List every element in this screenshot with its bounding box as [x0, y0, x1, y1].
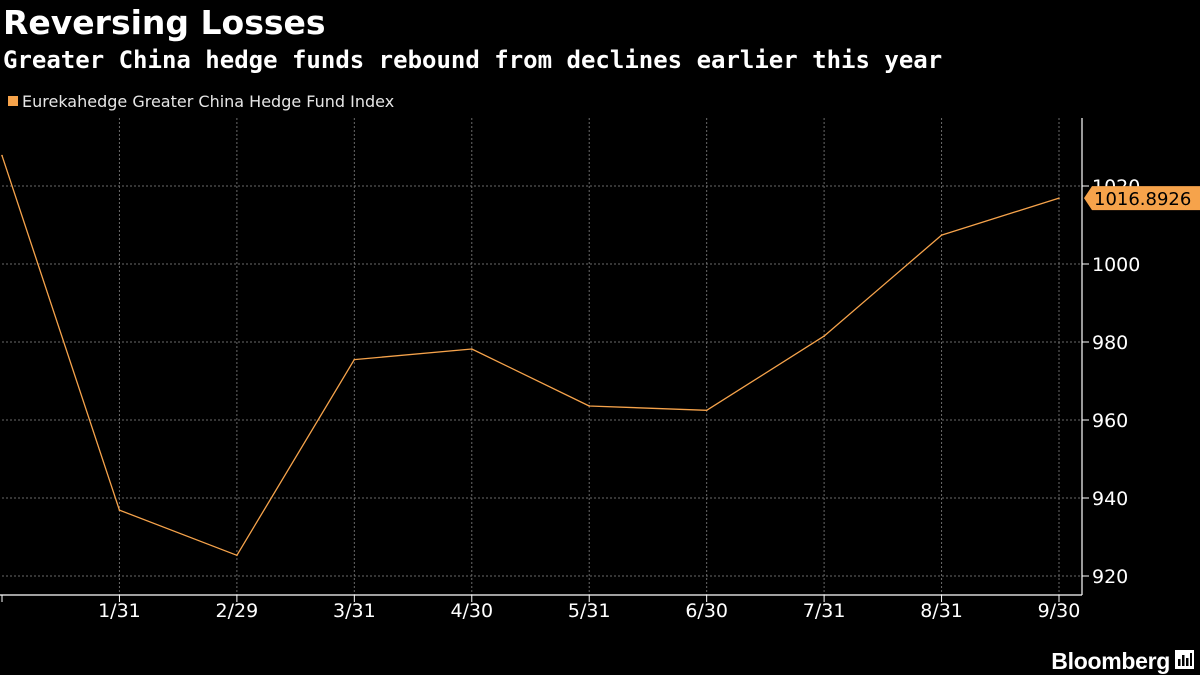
data-point: [823, 335, 825, 337]
y-tick-label: 940: [1092, 488, 1128, 510]
data-point: [118, 509, 121, 511]
x-tick-label: 4/30: [450, 600, 493, 622]
last-value-callout: 1016.8926: [1084, 186, 1200, 211]
legend-swatch: [8, 96, 18, 106]
bloomberg-chart-icon: [1175, 650, 1194, 669]
x-tick-label: 7/31: [803, 600, 846, 622]
x-tick-label: 9/30: [1038, 600, 1081, 622]
series-line-eurekahedge: [1, 155, 1060, 556]
y-tick-label: 960: [1092, 410, 1128, 432]
x-tick-label: 5/31: [568, 600, 611, 622]
chart-title: Reversing Losses: [3, 3, 326, 42]
last-value-label: 1016.8926: [1094, 189, 1191, 210]
x-tick-label: 6/30: [685, 600, 728, 622]
axes: [0, 118, 1089, 602]
grid-lines: [2, 118, 1082, 595]
data-point: [353, 358, 356, 361]
data-point: [1058, 197, 1060, 199]
legend-label: Eurekahedge Greater China Hedge Fund Ind…: [22, 91, 395, 111]
x-tick-label: 1/31: [98, 600, 141, 622]
y-tick-label: 920: [1092, 566, 1128, 588]
y-tick-label: 980: [1092, 332, 1128, 354]
x-tick-label: 3/31: [333, 600, 376, 622]
data-point: [1, 154, 3, 157]
last-value-badge: [1084, 186, 1200, 211]
data-point: [236, 554, 238, 557]
chart-subtitle: Greater China hedge funds rebound from d…: [3, 46, 943, 74]
x-tick-label: 8/31: [920, 600, 963, 622]
x-tick-label: 2/29: [216, 600, 259, 622]
y-tick-label: 1000: [1092, 254, 1140, 276]
data-point: [588, 405, 591, 407]
bloomberg-logo: Bloomberg: [1051, 648, 1170, 674]
chart-legend: Eurekahedge Greater China Hedge Fund Ind…: [8, 90, 394, 112]
axis-labels: 920940960980100010201/312/293/314/305/31…: [98, 176, 1200, 622]
data-point: [940, 234, 943, 236]
series-layer: [1, 154, 1060, 557]
data-point: [470, 348, 473, 350]
data-point: [705, 409, 708, 412]
